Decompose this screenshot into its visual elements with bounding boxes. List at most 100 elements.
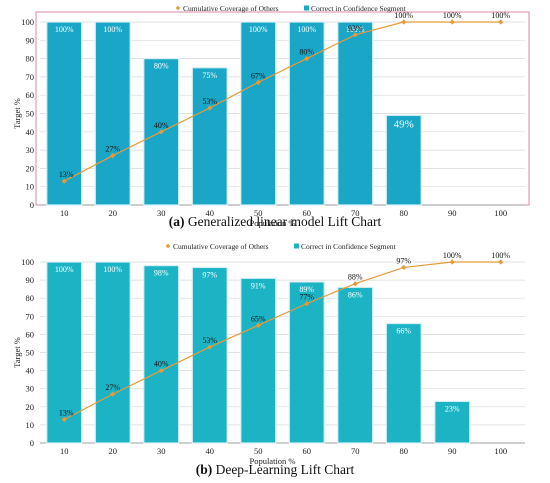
chart-a-caption: (a) Generalized linear model Lift Chart: [0, 214, 550, 230]
chart-a-coverage-label: 100%: [443, 11, 462, 20]
chart-b-coverage-label: 77%: [299, 293, 314, 302]
chart-b-ytick-label: 90: [26, 275, 35, 285]
chart-a-ytick-label: 20: [26, 163, 35, 173]
chart-a-bar: [385, 114, 422, 206]
chart-b-ytick-label: 100: [21, 257, 34, 267]
chart-a-coverage-point: [401, 19, 407, 25]
chart-b-bar: [191, 266, 228, 444]
chart-a-bar-label: 75%: [202, 71, 217, 80]
chart-b-coverage-point: [207, 344, 213, 350]
chart-a-coverage-label: 93%: [348, 24, 363, 33]
chart-b-x-axis-title: Population %: [249, 456, 295, 466]
chart-b-bar-label: 91%: [251, 281, 266, 290]
chart-a-coverage-label: 27%: [105, 145, 120, 154]
chart-b-bar: [434, 400, 471, 444]
chart-a-coverage-point: [449, 19, 455, 25]
chart-a-ytick-label: 100: [21, 17, 34, 27]
chart-b-coverage-label: 65%: [251, 314, 266, 323]
chart-b-xtick-label: 10: [60, 446, 69, 456]
chart-a-y-axis-title: Target %: [12, 98, 22, 129]
chart-b-ytick-label: 70: [26, 311, 35, 321]
chart-a-xtick-label: 100: [494, 208, 507, 218]
chart-a-xtick-label: 60: [303, 208, 312, 218]
chart-a-coverage-point: [304, 56, 310, 62]
chart-b-ytick-label: 10: [26, 420, 35, 430]
chart-a-coverage-point: [352, 32, 358, 38]
chart-b-coverage-point: [498, 259, 504, 265]
chart-b-y-axis-title: Target %: [12, 337, 22, 368]
chart-b-coverage-label: 100%: [491, 251, 510, 260]
chart-a-caption-text: Generalized linear model Lift Chart: [184, 214, 382, 229]
chart-a-bar-label: 100%: [346, 25, 365, 34]
chart-b-bar-label: 98%: [154, 269, 169, 278]
chart-b-bar: [385, 322, 422, 444]
chart-a-bar: [240, 21, 277, 206]
chart-b-xtick-label: 90: [448, 446, 457, 456]
chart-a-coverage-label: 100%: [394, 11, 413, 20]
chart-a-ytick-label: 60: [26, 90, 35, 100]
chart-b-ytick-label: 0: [30, 438, 34, 448]
chart-a-coverage-point: [158, 129, 164, 135]
chart-b-bar: [143, 265, 180, 444]
chart-a-coverage-point: [207, 105, 213, 111]
chart-b-xtick-label: 100: [494, 446, 507, 456]
chart-a-bar-label: 49%: [394, 118, 414, 130]
chart-b-coverage-label: 13%: [59, 408, 74, 417]
lift-chart-a-svg: 0 10 20 30 40 50 60 70 80 90 100 100% 100% 80% 75% 100%…: [12, 4, 530, 228]
chart-b-coverage-point: [304, 301, 310, 307]
chart-b-bar-label: 86%: [348, 290, 363, 299]
chart-a-x-axis-title: Population %: [249, 218, 295, 228]
chart-a-xtick-label: 40: [206, 208, 215, 218]
chart-a-bar: [143, 57, 180, 206]
chart-b-coverage-line: [63, 261, 501, 421]
chart-b-ytick-label: 40: [26, 366, 35, 376]
chart-a-xtick-label: 80: [400, 208, 409, 218]
chart-a-coverage-point: [255, 79, 261, 85]
chart-b-bar-label: 100%: [55, 265, 74, 274]
chart-a-coverage-label: 80%: [299, 48, 314, 57]
chart-b-xtick-label: 60: [303, 446, 312, 456]
chart-a-bar: [191, 67, 228, 206]
chart-b-coverage-point: [401, 264, 407, 271]
chart-a-xtick-label: 90: [448, 208, 457, 218]
chart-a-legend-bar-marker: [304, 5, 309, 11]
chart-b-xtick-label: 80: [400, 446, 409, 456]
chart-b-bar: [240, 277, 277, 444]
chart-b-ytick-label: 20: [26, 402, 35, 412]
chart-a-bar-label: 100%: [297, 25, 316, 34]
chart-a-coverage-point: [61, 178, 67, 184]
chart-b-coverage-point: [352, 281, 358, 287]
chart-b-xtick-label: 30: [157, 446, 166, 456]
chart-b-legend-bar-label: Correct in Confidence Segment: [301, 242, 397, 251]
chart-b-coverage-label: 97%: [396, 256, 411, 265]
chart-a-legend-line-marker: [175, 5, 181, 11]
chart-a-ytick-label: 10: [26, 182, 35, 192]
chart-a-ytick-label: 70: [26, 72, 35, 82]
chart-a-bar: [94, 21, 131, 206]
chart-a-xtick-label: 20: [109, 208, 118, 218]
chart-b-xtick-label: 50: [254, 446, 263, 456]
chart-a-coverage-label: 13%: [59, 170, 74, 179]
chart-a-coverage-label: 67%: [251, 71, 266, 80]
chart-b-coverage-label: 88%: [348, 273, 363, 282]
chart-b-coverage-label: 27%: [105, 383, 120, 392]
chart-a-caption-letter: (a): [168, 214, 185, 229]
chart-a-xtick-label: 50: [254, 208, 263, 218]
chart-b-legend-line-marker: [165, 243, 171, 249]
chart-a-coverage-label: 40%: [154, 121, 169, 130]
chart-b-bar: [337, 286, 374, 444]
chart-b-legend-bar-marker: [294, 243, 299, 249]
chart-b-caption: (b) Deep-Learning Lift Chart: [0, 462, 550, 478]
chart-b-legend-line-label: Cumulative Coverage of Others: [173, 242, 269, 251]
chart-b-ytick-label: 30: [26, 384, 35, 394]
chart-a-bar-label: 100%: [249, 25, 268, 34]
chart-b-coverage-point: [110, 391, 116, 397]
chart-b-coverage-label: 40%: [154, 360, 169, 369]
chart-b-xtick-label: 70: [351, 446, 360, 456]
chart-a-xtick-label: 30: [157, 208, 166, 218]
chart-a-xtick-label: 10: [60, 208, 69, 218]
chart-a-bar-label: 100%: [103, 25, 122, 34]
chart-a-ytick-label: 50: [26, 109, 35, 119]
chart-b-xtick-label: 40: [206, 446, 215, 456]
chart-a-ytick-label: 0: [30, 200, 34, 210]
